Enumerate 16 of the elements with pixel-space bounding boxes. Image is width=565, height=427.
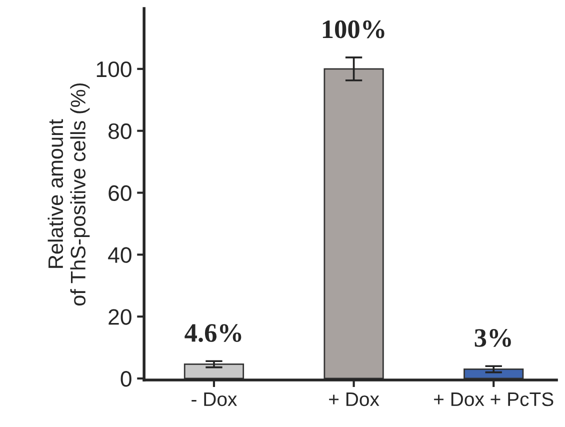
y-tick-label: 80 (108, 123, 132, 140)
y-tick-label: 100 (96, 61, 132, 78)
data-label: 4.6% (184, 324, 242, 342)
y-axis-title: Relative amount of ThS-positive cells (%) (48, 83, 90, 306)
bar (184, 364, 244, 380)
data-label: 100% (322, 20, 384, 38)
y-tick-label: 20 (108, 309, 132, 325)
y-tick-label: 60 (108, 185, 132, 202)
x-tick-label: + Dox (329, 392, 380, 406)
x-tick-label: + Dox + PcTS (434, 392, 554, 406)
y-tick-label: 0 (120, 371, 132, 387)
bar (324, 68, 384, 380)
bar (464, 368, 524, 380)
y-tick-label: 40 (108, 247, 132, 263)
x-tick-label: - Dox (192, 392, 237, 406)
data-label: 3% (474, 329, 511, 347)
